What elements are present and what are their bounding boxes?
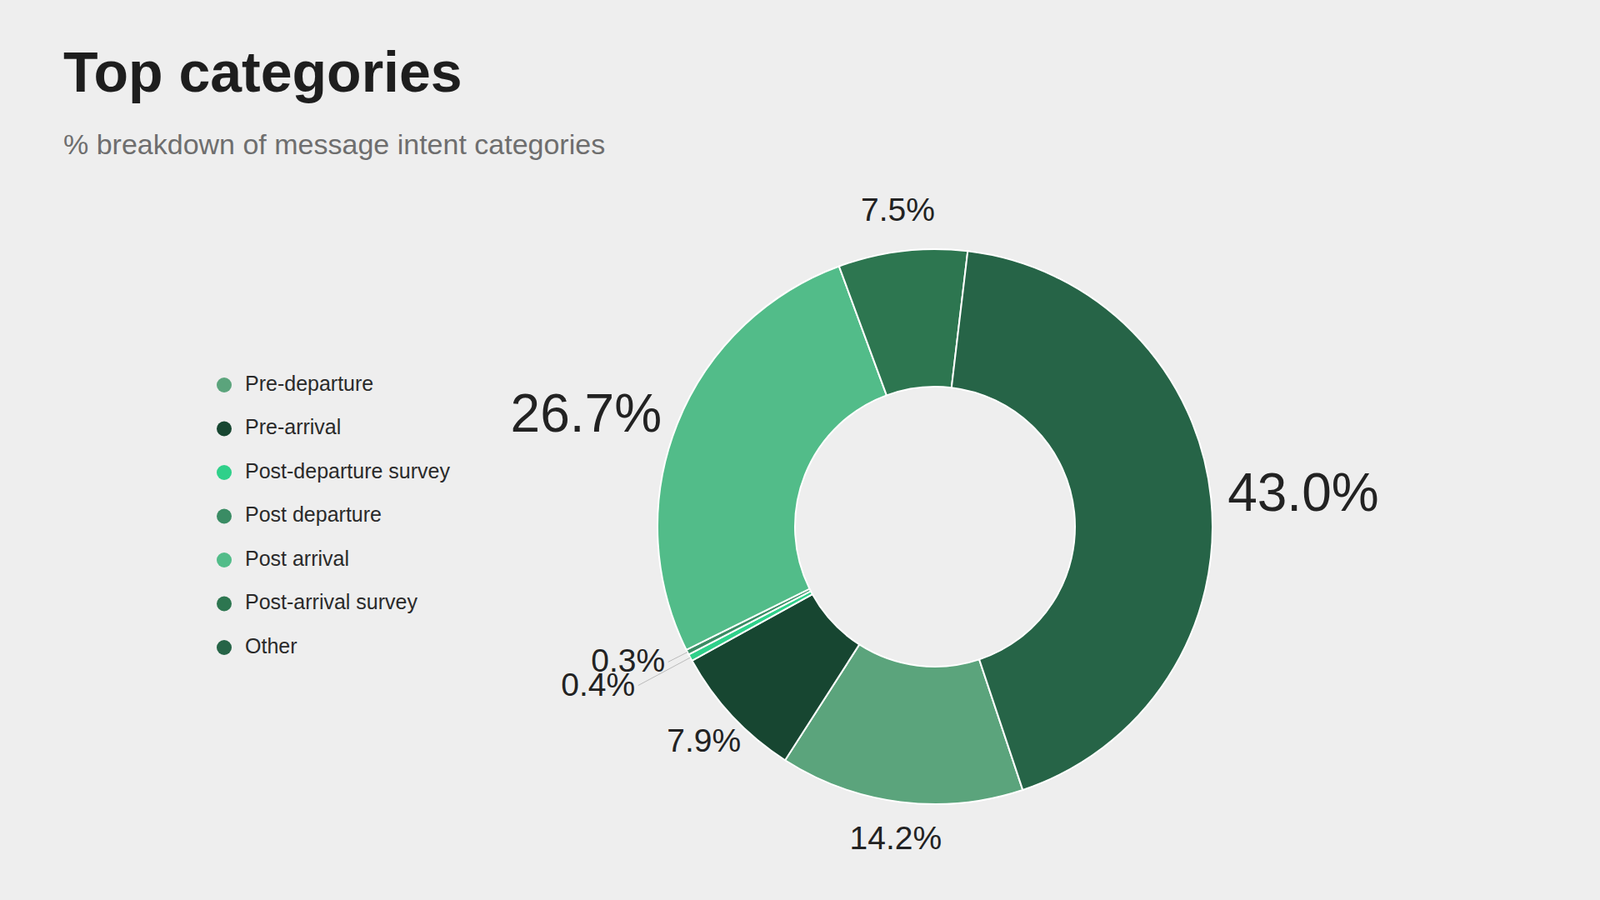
donut: [657, 249, 1213, 805]
legend-swatch: [216, 421, 232, 437]
legend: Pre-departure Pre-arrival Post-departure s…: [216, 371, 450, 658]
legend-item: Post-arrival survey: [216, 590, 418, 614]
legend-swatch: [216, 377, 232, 393]
data-label: 7.5%: [860, 191, 935, 228]
legend-item: Post-departure survey: [216, 459, 450, 483]
data-label: 0.3%: [590, 642, 665, 679]
legend-swatch: [216, 640, 232, 655]
slice: [951, 250, 1213, 790]
data-label: 7.9%: [666, 722, 741, 759]
title: Top categories: [63, 40, 463, 104]
legend-item: Other: [216, 634, 298, 658]
legend-swatch: [216, 509, 232, 525]
data-label: 14.2%: [850, 820, 943, 856]
legend-swatch: [216, 552, 232, 568]
background: [0, 0, 1600, 900]
subtitle: % breakdown of message intent categories: [63, 128, 605, 160]
leader-line: [668, 652, 688, 663]
data-label: 43.0%: [1227, 462, 1379, 523]
legend-label: Pre-departure: [245, 371, 374, 395]
data-labels: 14.2%7.9%0.4%0.3%26.7%7.5%43.0%: [510, 191, 1380, 856]
legend-label: Post-departure survey: [245, 459, 450, 483]
legend-label: Other: [245, 634, 298, 658]
legend-label: Post arrival: [245, 546, 350, 570]
legend-label: Pre-arrival: [245, 415, 341, 439]
data-label: 26.7%: [510, 383, 662, 444]
legend-item: Post arrival: [216, 546, 350, 570]
legend-swatch: [216, 465, 232, 480]
slice: [839, 249, 968, 395]
legend-label: Post-arrival survey: [245, 590, 418, 614]
legend-item: Post departure: [216, 502, 382, 526]
legend-swatch: [216, 596, 232, 612]
slice: [657, 266, 887, 650]
legend-item: Pre-departure: [216, 371, 374, 395]
legend-label: Post departure: [245, 502, 382, 526]
legend-item: Pre-arrival: [216, 415, 341, 439]
chart: Top categories % breakdown of message int…: [0, 0, 1600, 900]
